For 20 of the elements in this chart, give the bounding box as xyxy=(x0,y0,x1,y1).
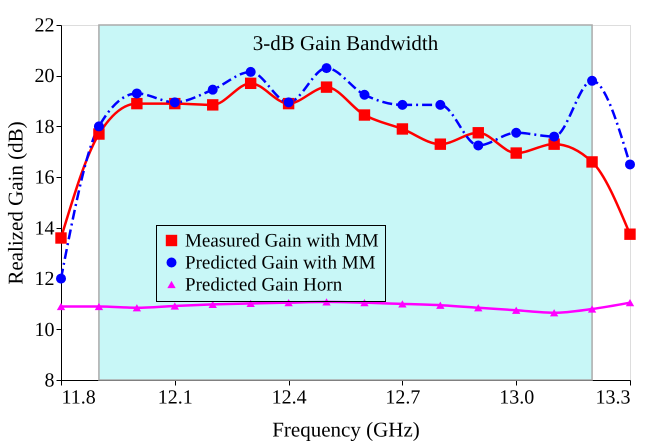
x-tick-label: 12.7 xyxy=(385,386,420,408)
x-tick-label: 12.4 xyxy=(272,386,307,408)
x-tick-label: 12.1 xyxy=(158,386,193,408)
legend-label: Predicted Gain Horn xyxy=(185,274,343,296)
y-axis-title: Realized Gain (dB) xyxy=(4,121,28,285)
x-axis-title: Frequency (GHz) xyxy=(272,418,420,442)
x-tick-label: 13.0 xyxy=(499,386,534,408)
legend-label: Measured Gain with MM xyxy=(185,230,379,252)
y-tick-label: 18 xyxy=(34,116,54,138)
y-tick-label: 8 xyxy=(44,370,54,392)
y-tick-label: 12 xyxy=(34,268,54,290)
y-tick-label: 22 xyxy=(34,14,54,36)
y-tick-label: 16 xyxy=(34,166,54,189)
x-tick-label: 11.8 xyxy=(62,386,96,408)
y-tick-label: 10 xyxy=(34,318,54,341)
legend-label: Predicted Gain with MM xyxy=(185,252,376,274)
band-label: 3-dB Gain Bandwidth xyxy=(252,31,439,55)
y-tick-label: 14 xyxy=(34,217,54,240)
y-tick-label: 20 xyxy=(34,65,54,88)
x-tick-label: 13.3 xyxy=(596,386,630,408)
